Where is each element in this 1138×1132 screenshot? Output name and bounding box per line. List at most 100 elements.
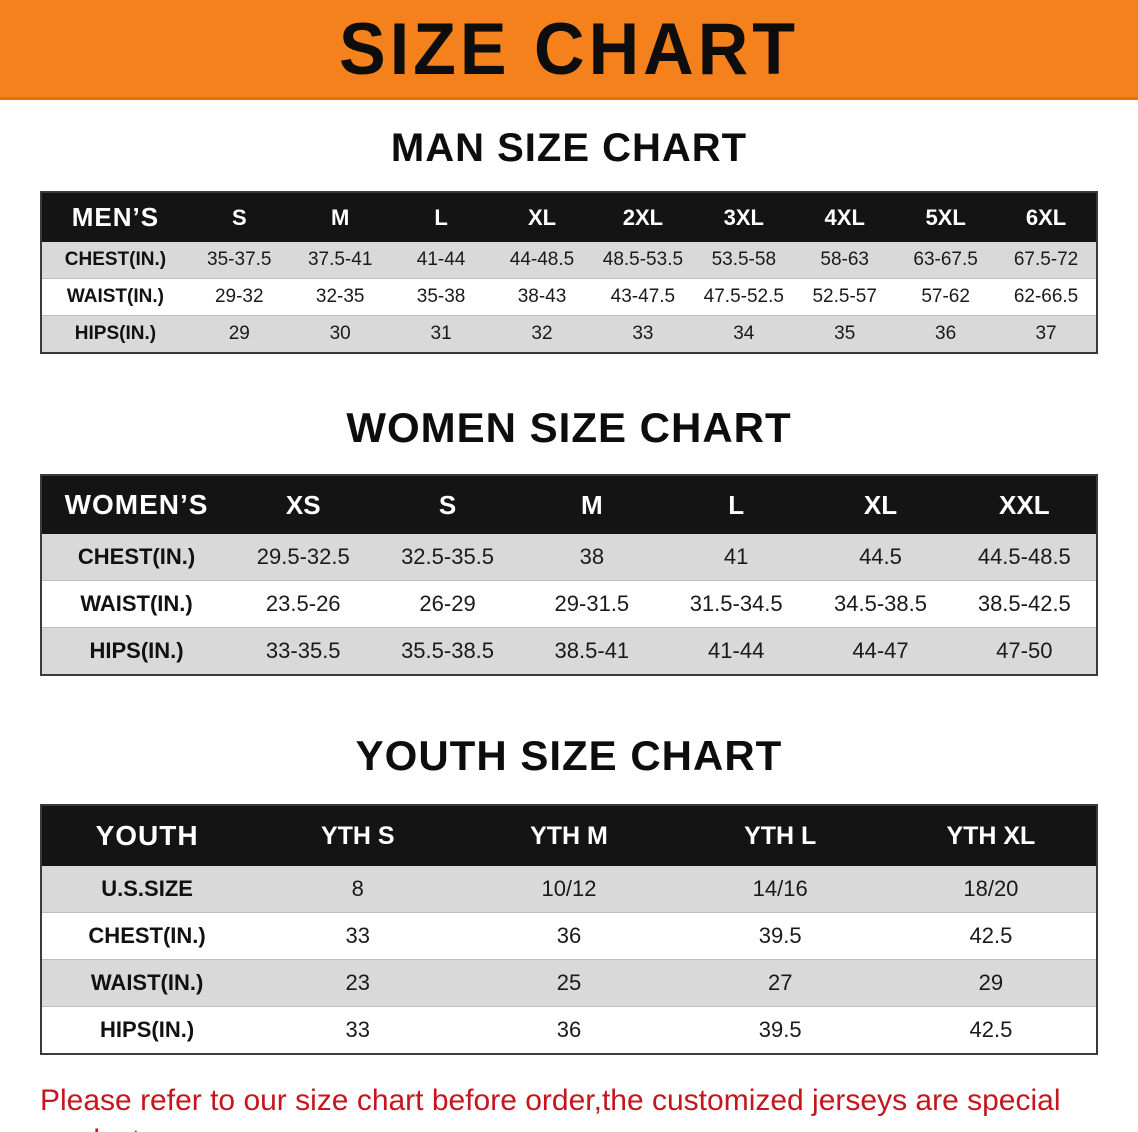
- size-header-cell: YTH XL: [946, 821, 1036, 850]
- measurement-value-cell: 39.5: [758, 923, 802, 948]
- size-header-cell: S: [231, 204, 247, 230]
- size-header-cell: YTH S: [320, 821, 395, 850]
- measurement-value-cell: 36: [556, 1017, 582, 1042]
- measurement-value-cell: 41-44: [708, 638, 765, 663]
- measurement-label-cell: CHEST(IN.): [88, 923, 206, 948]
- measurement-value-cell: 29-31.5: [554, 591, 630, 616]
- size-header-cell: S: [438, 489, 457, 520]
- youth-size-section: YOUTH SIZE CHART YOUTH YTH S YTH M YTH L YTH…: [40, 676, 1098, 1055]
- measurement-value-cell: 43-47.5: [610, 286, 676, 307]
- table-row: CHEST(IN.) 35-37.5 37.5-41 41-44 44-48.5 48.5…: [41, 242, 1097, 279]
- measurement-value-cell: 47-50: [996, 638, 1053, 663]
- measurement-value-cell: 29: [978, 970, 1004, 995]
- measurement-value-cell: 35.5-38.5: [401, 638, 495, 663]
- banner: SIZE CHART: [0, 0, 1138, 100]
- measurement-value-cell: 62-66.5: [1013, 286, 1079, 307]
- measurement-label-cell: WAIST(IN.): [80, 591, 193, 616]
- measurement-value-cell: 42.5: [969, 1017, 1013, 1042]
- women-size-section: WOMEN SIZE CHART WOMEN’S XS S M L XL XXL CHEST(…: [40, 354, 1098, 676]
- men-section-heading: MAN SIZE CHART: [390, 126, 748, 170]
- measurement-value-cell: 44-47: [852, 638, 909, 663]
- measurement-value-cell: 30: [329, 323, 351, 344]
- measurement-label-cell: HIPS(IN.): [89, 638, 184, 663]
- table-row: CHEST(IN.) 29.5-32.5 32.5-35.5 38 41 44.5 44.5…: [41, 534, 1097, 581]
- measurement-value-cell: 38.5-41: [554, 638, 630, 663]
- measurement-value-cell: 31.5-34.5: [689, 591, 783, 616]
- measurement-value-cell: 29.5-32.5: [256, 544, 350, 569]
- disclaimer-line: Please refer to our size chart before or…: [40, 1084, 1061, 1132]
- measurement-value-cell: 33: [345, 923, 371, 948]
- measurement-value-cell: 23: [345, 970, 371, 995]
- measurement-label-cell: HIPS(IN.): [100, 1017, 195, 1042]
- table-row: HIPS(IN.) 33-35.5 35.5-38.5 38.5-41 41-44 44-…: [41, 627, 1097, 675]
- size-header-cell: XL: [527, 204, 557, 230]
- table-row: WAIST(IN.) 23.5-26 26-29 29-31.5 31.5-34.5 34…: [41, 580, 1097, 628]
- measurement-value-cell: 14/16: [752, 876, 808, 901]
- measurement-value-cell: 32.5-35.5: [401, 544, 495, 569]
- size-header-cell: 5XL: [925, 204, 966, 230]
- measurement-label-cell: CHEST(IN.): [77, 544, 196, 569]
- measurement-value-cell: 39.5: [758, 1017, 802, 1042]
- measurement-value-cell: 38-43: [517, 286, 567, 307]
- measurement-value-cell: 33: [632, 323, 654, 344]
- size-header-cell: 4XL: [824, 204, 865, 230]
- table-header-row: WOMEN’S XS S M L XL XXL: [41, 475, 1097, 534]
- measurement-value-cell: 32: [531, 323, 553, 344]
- measurement-value-cell: 48.5-53.5: [602, 249, 684, 270]
- measurement-value-cell: 53.5-58: [711, 249, 777, 270]
- measurement-value-cell: 33: [345, 1017, 371, 1042]
- measurement-label-cell: WAIST(IN.): [66, 286, 164, 307]
- measurement-label-cell: WAIST(IN.): [90, 970, 204, 995]
- measurement-value-cell: 34.5-38.5: [834, 591, 927, 616]
- table-title-cell: MEN’S: [71, 202, 160, 232]
- measurement-value-cell: 41-44: [416, 249, 466, 270]
- measurement-value-cell: 67.5-72: [1013, 249, 1079, 270]
- table-header-row: YOUTH YTH S YTH M YTH L YTH XL: [41, 805, 1097, 866]
- measurement-label-cell: HIPS(IN.): [74, 323, 157, 344]
- size-header-cell: XXL: [999, 489, 1050, 520]
- disclaimer: Please refer to our size chart before or…: [40, 1081, 1098, 1132]
- measurement-value-cell: 58-63: [820, 249, 870, 270]
- measurement-value-cell: 35-38: [416, 286, 466, 307]
- table-row: HIPS(IN.) 33 36 39.5 42.5: [41, 1006, 1097, 1054]
- measurement-value-cell: 44.5: [859, 544, 902, 569]
- measurement-value-cell: 52.5-57: [812, 286, 877, 307]
- measurement-label-cell: U.S.SIZE: [101, 876, 193, 901]
- measurement-value-cell: 33-35.5: [265, 638, 341, 663]
- measurement-value-cell: 10/12: [541, 876, 597, 901]
- measurement-value-cell: 34: [733, 323, 755, 344]
- size-header-cell: 6XL: [1025, 204, 1067, 230]
- table-row: CHEST(IN.) 33 36 39.5 42.5: [41, 912, 1097, 960]
- measurement-value-cell: 44.5-48.5: [977, 544, 1071, 569]
- measurement-value-cell: 38.5-42.5: [977, 591, 1071, 616]
- measurement-value-cell: 23.5-26: [265, 591, 341, 616]
- size-header-cell: M: [331, 204, 350, 230]
- table-row: U.S.SIZE 8 10/12 14/16 18/20: [41, 866, 1097, 913]
- men-size-section: MAN SIZE CHART MEN’S S M L XL 2XL 3XL 4XL 5XL 6XL…: [40, 100, 1098, 354]
- youth-section-heading: YOUTH SIZE CHART: [355, 732, 783, 779]
- measurement-label-cell: CHEST(IN.): [64, 249, 167, 270]
- table-row: WAIST(IN.) 29-32 32-35 35-38 38-43 43-47.5 47.…: [41, 278, 1097, 316]
- men-size-table: MEN’S S M L XL 2XL 3XL 4XL 5XL 6XL CHEST(IN.) 35-37…: [40, 191, 1098, 354]
- measurement-value-cell: 36: [935, 323, 957, 344]
- measurement-value-cell: 36: [556, 923, 582, 948]
- measurement-value-cell: 25: [556, 970, 582, 995]
- page-title: SIZE CHART: [339, 7, 799, 90]
- table-title-cell: WOMEN’S: [64, 489, 209, 520]
- size-header-cell: 2XL: [622, 204, 664, 230]
- measurement-value-cell: 42.5: [969, 923, 1013, 948]
- measurement-value-cell: 18/20: [963, 876, 1019, 901]
- size-header-cell: YTH M: [530, 821, 608, 850]
- size-header-cell: XL: [863, 489, 898, 520]
- size-header-cell: YTH L: [744, 821, 817, 850]
- size-header-cell: M: [581, 489, 603, 520]
- measurement-value-cell: 26-29: [419, 591, 476, 616]
- table-row: WAIST(IN.) 23 25 27 29: [41, 959, 1097, 1007]
- women-size-table: WOMEN’S XS S M L XL XXL CHEST(IN.) 29.5-32.5 32.5…: [40, 474, 1098, 676]
- measurement-value-cell: 63-67.5: [913, 249, 978, 270]
- measurement-value-cell: 29: [228, 323, 250, 344]
- size-header-cell: XS: [285, 489, 321, 520]
- measurement-value-cell: 37.5-41: [307, 249, 373, 270]
- measurement-value-cell: 57-62: [921, 286, 970, 307]
- measurement-value-cell: 32-35: [315, 286, 365, 307]
